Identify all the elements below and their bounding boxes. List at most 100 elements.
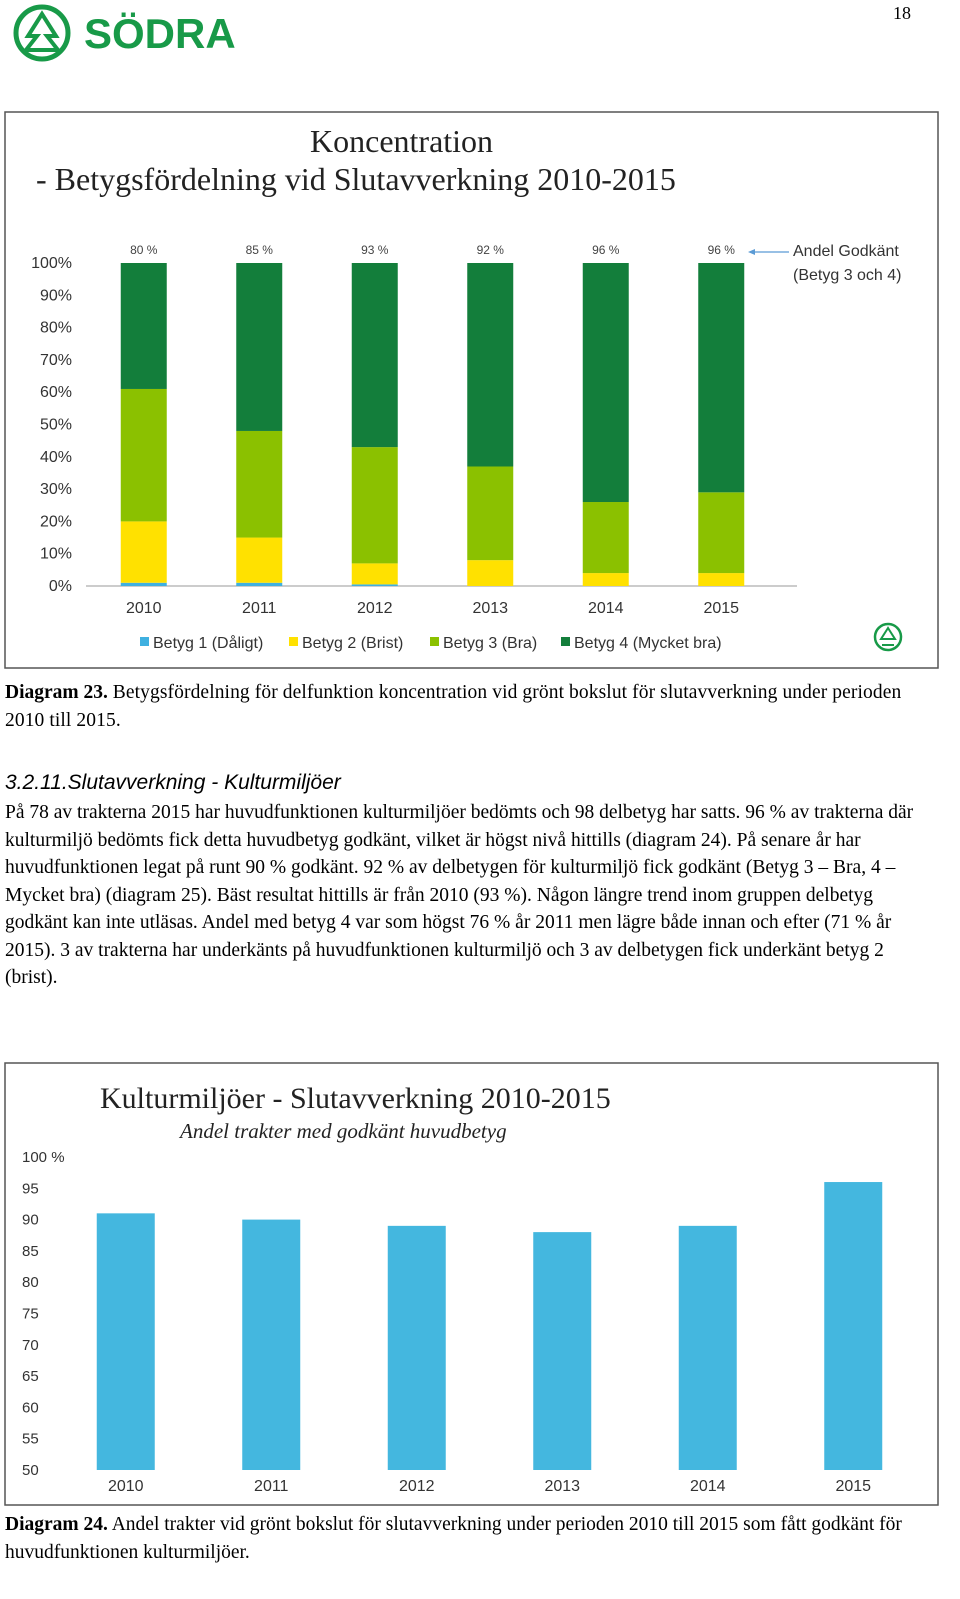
- bar-segment: [698, 263, 745, 493]
- x-tick-label: 2011: [242, 600, 277, 617]
- x-tick-label: 2010: [126, 600, 162, 617]
- caption-label: Diagram 24.: [5, 1514, 108, 1535]
- y-tick-label: 30%: [40, 481, 72, 498]
- chart-title: Koncentration: [310, 123, 493, 159]
- chart-frame: [4, 111, 939, 669]
- caption: Diagram 24. Andel trakter vid grönt boks…: [5, 1511, 935, 1567]
- y-tick-label: 85: [22, 1243, 39, 1260]
- x-tick-label: 2015: [835, 1478, 871, 1495]
- y-tick-label: 100 %: [22, 1149, 65, 1166]
- bar-segment: [236, 537, 283, 583]
- chart-frame: [4, 1062, 939, 1506]
- x-tick-label: 2013: [544, 1478, 580, 1495]
- bar-segment: [582, 573, 629, 586]
- bar-segment: [698, 573, 745, 586]
- y-tick-label: 80%: [40, 320, 72, 337]
- total-label: 96 %: [592, 243, 620, 257]
- annotation: (Betyg 3 och 4): [793, 267, 902, 284]
- y-tick-label: 90%: [40, 287, 72, 304]
- paragraph: På 78 av trakterna 2015 har huvudfunktio…: [5, 802, 914, 988]
- bar-segment: [120, 388, 167, 522]
- chart-subtitle: - Betygsfördelning vid Slutavverkning 20…: [36, 161, 676, 197]
- bar: [533, 1232, 592, 1470]
- y-tick-label: 60: [22, 1399, 39, 1416]
- y-tick-label: 50%: [40, 417, 72, 434]
- chart-logo-ring: [873, 622, 903, 652]
- x-tick-label: 2014: [588, 600, 624, 617]
- bar-segment: [582, 502, 629, 574]
- chart-logo: [873, 622, 903, 652]
- y-tick-label: 70: [22, 1337, 39, 1354]
- annotation-arrowhead: [748, 249, 755, 255]
- total-label: 96 %: [708, 243, 736, 257]
- y-tick-label: 20%: [40, 513, 72, 530]
- bar-segment: [351, 563, 398, 585]
- bar-segment: [467, 263, 514, 467]
- y-tick-label: 90: [22, 1212, 39, 1229]
- legend-swatch: [140, 637, 149, 646]
- y-tick-label: 80: [22, 1274, 39, 1291]
- legend-swatch: [561, 637, 570, 646]
- bar-segment: [467, 466, 514, 561]
- y-tick-label: 95: [22, 1180, 39, 1197]
- y-tick-label: 55: [22, 1431, 39, 1448]
- bar: [96, 1213, 155, 1470]
- bar: [242, 1219, 301, 1470]
- x-tick-label: 2011: [254, 1478, 289, 1495]
- section-title: Slutavverkning - Kulturmiljöer: [67, 771, 341, 794]
- y-tick-label: 65: [22, 1368, 39, 1385]
- y-tick-label: 10%: [40, 546, 72, 563]
- total-label: 92 %: [477, 243, 505, 257]
- x-tick-label: 2015: [703, 600, 739, 617]
- bar-segment: [467, 560, 514, 586]
- total-label: 93 %: [361, 243, 389, 257]
- caption: Diagram 23. Betygsfördelning för delfunk…: [5, 679, 935, 735]
- x-tick-label: 2013: [472, 600, 508, 617]
- bar-segment: [120, 263, 167, 389]
- total-label: 80 %: [130, 243, 158, 257]
- chart-logo-tree: [879, 626, 897, 646]
- caption-text: Andel trakter vid grönt bokslut för slut…: [5, 1514, 902, 1563]
- legend-swatch: [289, 637, 298, 646]
- bar-segment: [236, 582, 283, 586]
- y-tick-label: 50: [22, 1462, 39, 1479]
- y-tick-label: 60%: [40, 384, 72, 401]
- x-tick-label: 2014: [690, 1478, 726, 1495]
- logo: SÖDRA: [13, 4, 236, 62]
- bar-segment: [351, 447, 398, 564]
- legend-swatch: [430, 637, 439, 646]
- legend-label: Betyg 3 (Bra): [443, 635, 537, 652]
- chart-subtitle: Andel trakter med godkänt huvudbetyg: [178, 1119, 507, 1143]
- bar-segment: [351, 584, 398, 586]
- bar-segment: [236, 430, 283, 538]
- x-tick-label: 2012: [357, 600, 393, 617]
- bar-segment: [120, 582, 167, 586]
- bar: [387, 1225, 446, 1470]
- x-tick-label: 2012: [399, 1478, 435, 1495]
- bar-segment: [120, 521, 167, 583]
- y-tick-label: 0%: [49, 578, 72, 595]
- legend-label: Betyg 4 (Mycket bra): [574, 635, 722, 652]
- bar-segment: [236, 263, 283, 431]
- legend-label: Betyg 2 (Brist): [302, 635, 403, 652]
- section-heading: 3.2.11.Slutavverkning - Kulturmiljöer: [5, 771, 341, 795]
- x-tick-label: 2010: [108, 1478, 144, 1495]
- y-tick-label: 75: [22, 1306, 39, 1323]
- caption-text: Betygsfördelning för delfunktion koncent…: [5, 682, 902, 731]
- bar: [824, 1182, 883, 1470]
- logo-tree: [21, 10, 63, 52]
- total-label: 85 %: [246, 243, 274, 257]
- logo-text: SÖDRA: [84, 10, 236, 57]
- legend-label: Betyg 1 (Dåligt): [153, 634, 263, 652]
- bar-segment: [582, 263, 629, 503]
- bar-segment: [351, 263, 398, 448]
- logo-ring: [13, 4, 71, 62]
- bar-segment: [698, 492, 745, 574]
- section-number: 3.2.11.: [5, 771, 68, 794]
- caption-label: Diagram 23.: [5, 682, 108, 703]
- y-tick-label: 40%: [40, 449, 72, 466]
- chart-title: Kulturmiljöer - Slutavverkning 2010-2015: [100, 1082, 611, 1115]
- y-tick-label: 70%: [40, 352, 72, 369]
